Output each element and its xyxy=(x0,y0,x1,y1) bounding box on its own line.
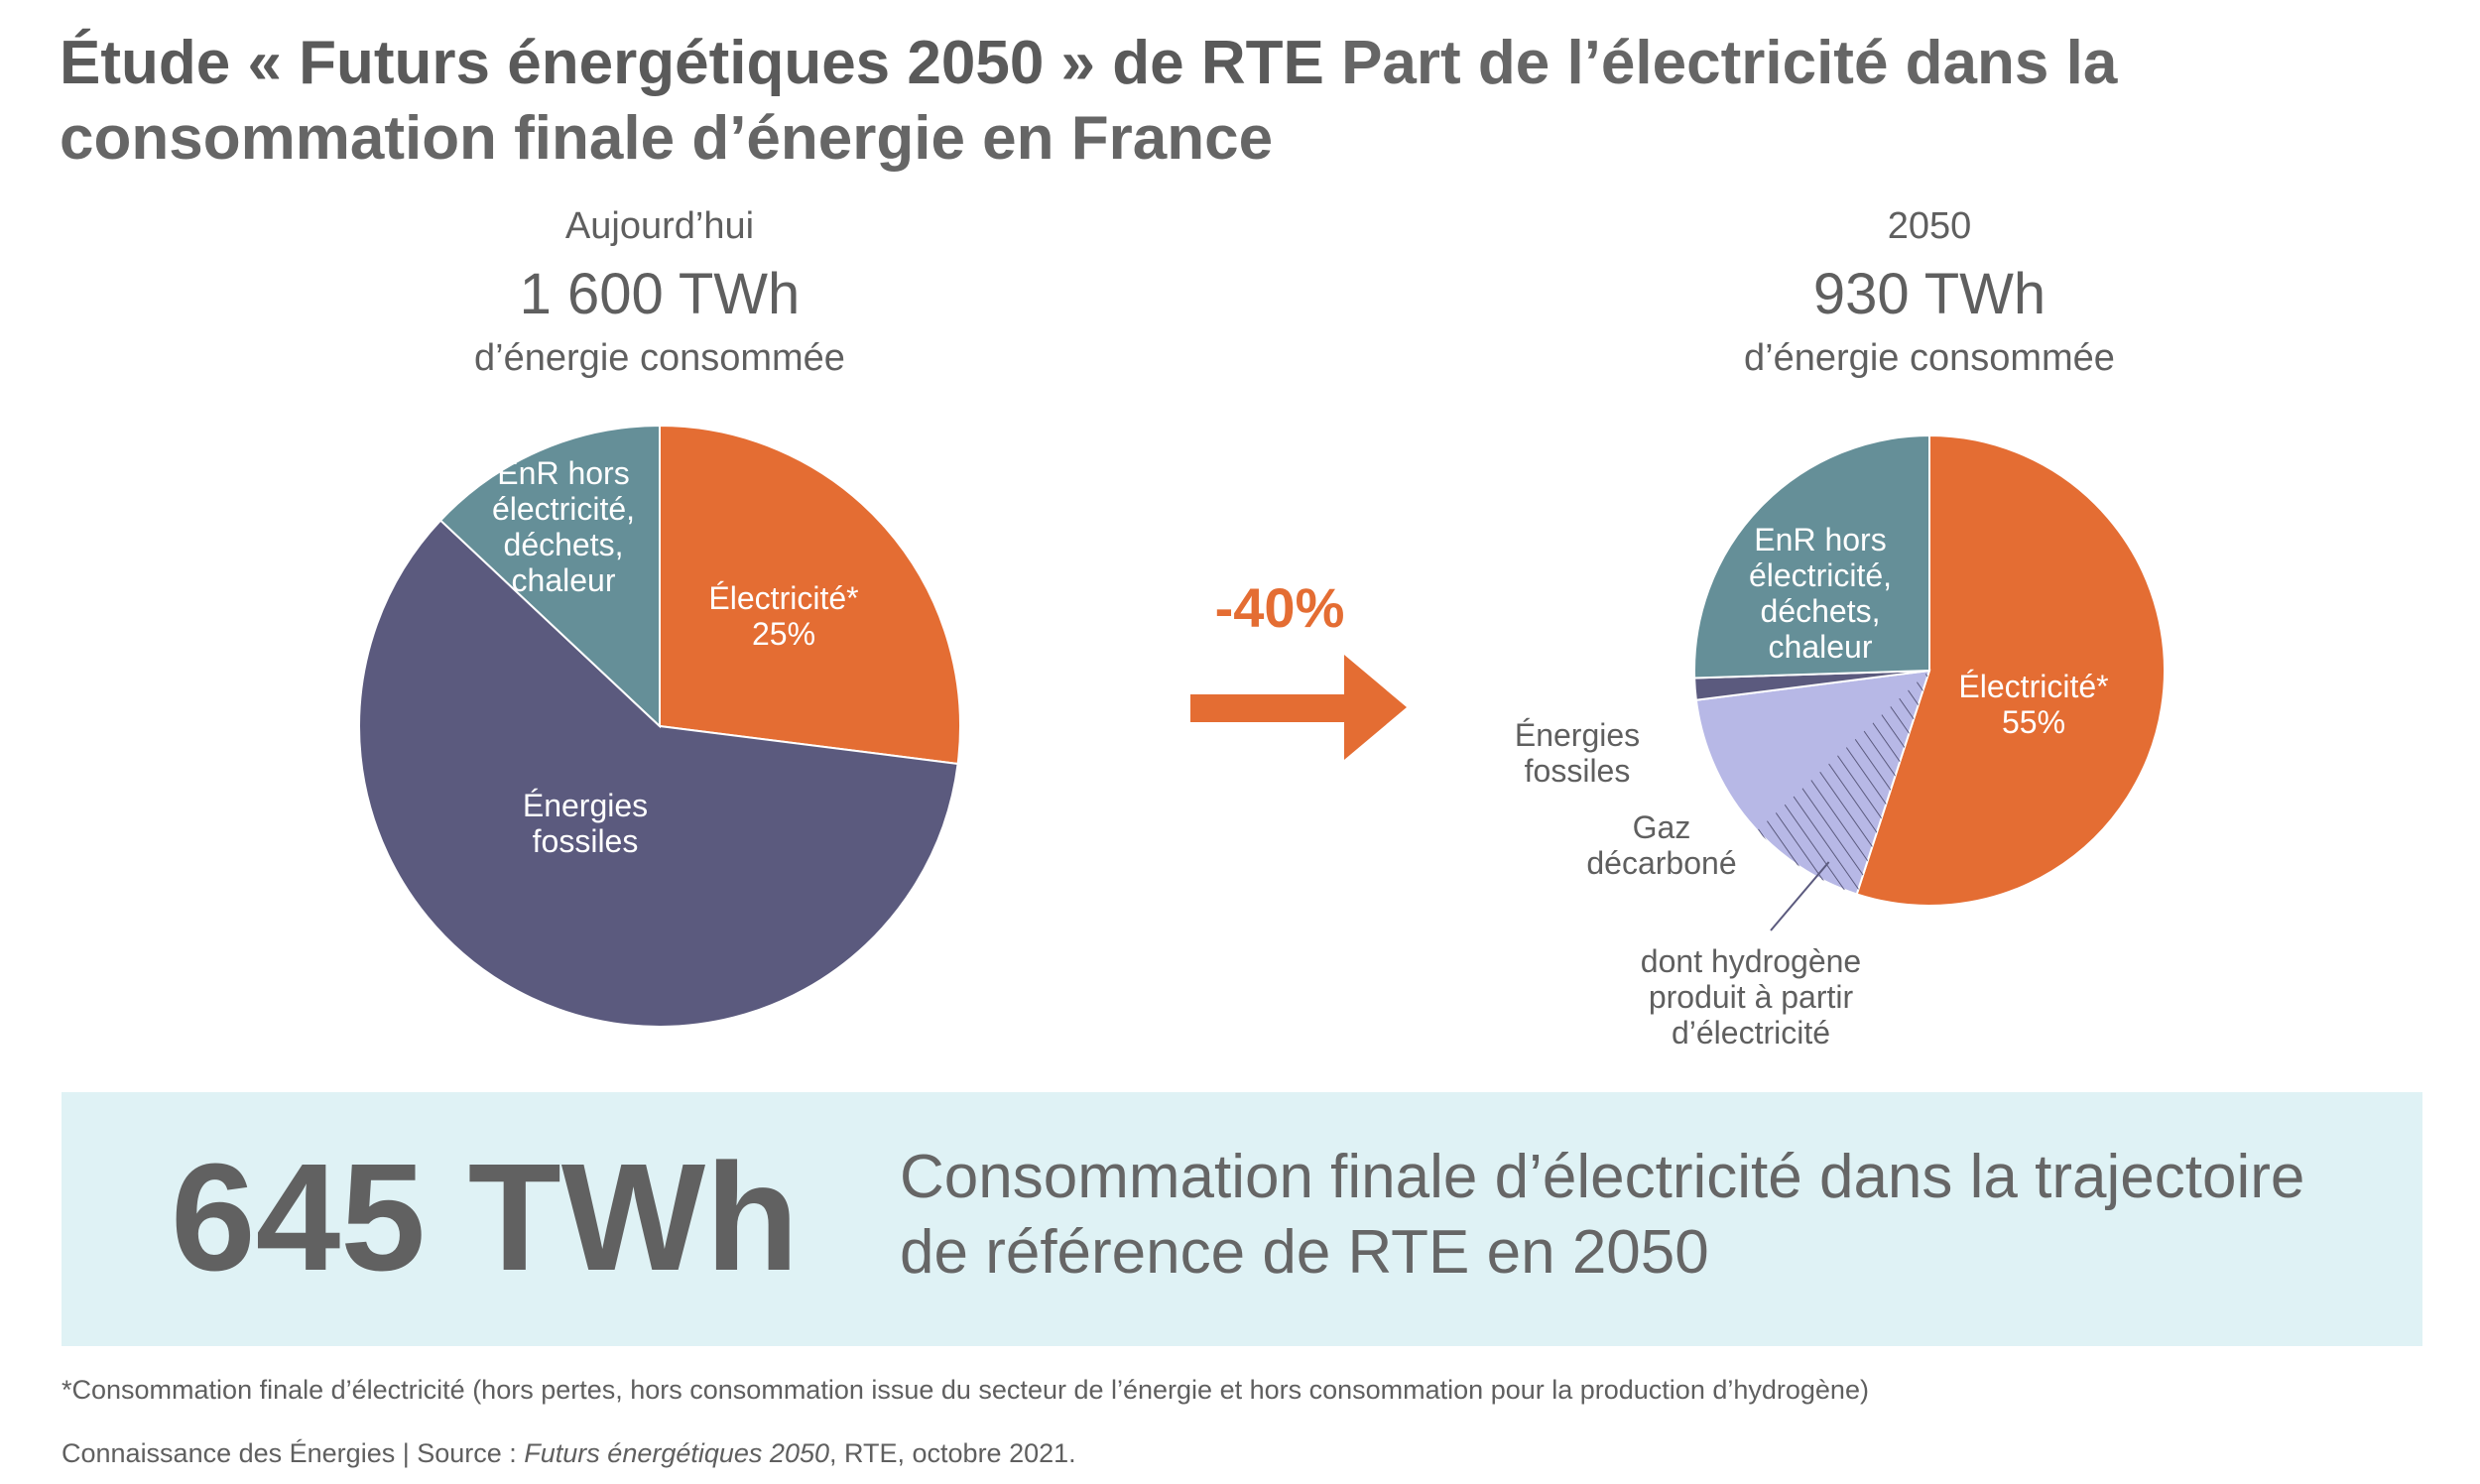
pie-today-slice-fossiles xyxy=(358,519,959,1028)
hydrogen-annotation: dont hydrogène produit à partir d’électric… xyxy=(1641,943,1861,1051)
pie-today-header: Aujourd’hui 1 600 TWh d’énergie consommé… xyxy=(474,205,845,379)
source-prefix: Connaissance des Énergies | Source : xyxy=(62,1438,525,1468)
key-figure-value: 645 TWh xyxy=(171,1132,800,1302)
page-title: Étude « Futurs énergétiques 2050 » de RT… xyxy=(60,26,2440,177)
reduction-arrow: -40% xyxy=(1190,576,1407,760)
pie-today: Électricité* 25% Énergies fossiles EnR hors é… xyxy=(358,424,961,1028)
pie-2050-subtitle: d’énergie consommée xyxy=(1744,337,2115,379)
pie-today-total: 1 600 TWh xyxy=(520,262,801,326)
title-bold: Étude « Futurs énergétiques 2050 » de RT… xyxy=(60,29,1324,97)
source-suffix: , RTE, octobre 2021. xyxy=(829,1438,1076,1468)
pie-2050-slice-electricite xyxy=(1855,433,2166,907)
hydrogen-leader-line xyxy=(1770,861,1830,931)
pie-2050-label-enr: EnR hors électricité, déchets, chaleur xyxy=(1749,522,1892,665)
key-figure-banner: 645 TWh Consommation finale d’électricit… xyxy=(62,1092,2422,1346)
charts-canvas: Aujourd’hui 1 600 TWh d’énergie consommé… xyxy=(358,205,2166,1051)
pie-today-slice-electricite xyxy=(659,424,961,766)
pie-today-label-enr: EnR hors électricité, déchets, chaleur xyxy=(492,455,635,598)
pie-2050: Électricité* 55% Gaz décarboné Énergies fossi… xyxy=(1515,433,2166,907)
pie-2050-period: 2050 xyxy=(1888,205,1972,247)
pie-2050-label-electricite: Électricité* 55% xyxy=(1958,669,2108,740)
pie-today-subtitle: d’énergie consommée xyxy=(474,337,845,379)
pie-2050-total: 930 TWh xyxy=(1813,262,2046,326)
source-title: Futurs énergétiques 2050 xyxy=(524,1438,829,1468)
pie-today-slice-enr xyxy=(438,424,661,729)
pie-today-period: Aujourd’hui xyxy=(565,205,754,247)
pie-today-label-electricite: Électricité* 25% xyxy=(708,580,858,652)
pie-2050-slice-enr xyxy=(1693,433,1930,680)
pie-2050-label-gaz: Gaz décarboné xyxy=(1586,809,1736,881)
source-credit: Connaissance des Énergies | Source : Fut… xyxy=(62,1438,1076,1469)
pie-2050-hydrogen-hatch xyxy=(1757,671,1929,895)
title-rest: Part de l’électricité dans la consommati… xyxy=(60,29,2118,173)
hydrogen-annotation-text: dont hydrogène produit à partir d’électric… xyxy=(1641,943,1861,1051)
pie-today-label-fossiles: Énergies fossiles xyxy=(523,788,648,859)
pie-2050-label-fossiles: Énergies fossiles xyxy=(1515,717,1640,789)
reduction-label: -40% xyxy=(1215,576,1345,639)
reduction-arrow-icon xyxy=(1190,655,1407,760)
footnote: *Consommation finale d’électricité (hors… xyxy=(62,1375,1869,1405)
key-figure-description: Consommation finale d’électricité dans l… xyxy=(900,1143,2305,1287)
pie-2050-header: 2050 930 TWh d’énergie consommée xyxy=(1744,205,2115,379)
